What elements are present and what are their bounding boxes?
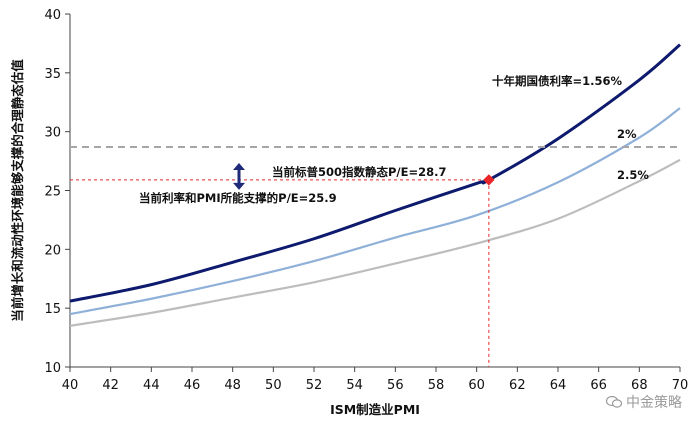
wechat-icon — [606, 395, 622, 408]
y-tick-label: 10 — [44, 361, 61, 376]
series-label-1: 2% — [617, 127, 637, 141]
gap-arrow-head-up — [233, 162, 245, 170]
x-tick-label: 68 — [631, 378, 648, 393]
series-line-2 — [69, 158, 681, 327]
x-tick-label: 42 — [102, 378, 119, 393]
x-tick-label: 66 — [590, 378, 607, 393]
y-tick-label: 35 — [44, 67, 61, 82]
x-tick-label: 60 — [468, 378, 485, 393]
watermark: 中金策略 — [606, 392, 682, 412]
y-tick-label: 40 — [44, 8, 61, 23]
axes: 10 15 20 25 30 35 40 40 42 44 46 48 50 52 54 56 58 60 62 64… — [10, 8, 688, 417]
series-lines — [69, 43, 681, 327]
gap-arrow-head-down — [233, 182, 245, 190]
x-tick-label: 40 — [62, 378, 79, 393]
marker-point — [483, 174, 495, 186]
y-tick-label: 25 — [44, 185, 61, 200]
x-tick-label: 70 — [672, 378, 689, 393]
y-tick-label: 15 — [44, 302, 61, 317]
y-tick-label: 30 — [44, 126, 61, 141]
x-tick-label: 50 — [265, 378, 282, 393]
watermark-text: 中金策略 — [626, 395, 682, 411]
x-tick-label: 44 — [143, 378, 160, 393]
series-line-0 — [69, 43, 681, 303]
x-axis-title: ISM制造业PMI — [330, 402, 420, 417]
series-line-1 — [69, 107, 681, 316]
x-tick-label: 46 — [184, 378, 201, 393]
x-tick-label: 62 — [509, 378, 526, 393]
series-label-0: 十年期国债利率=1.56% — [492, 74, 623, 88]
y-axis-title: 当前增长和流动性环境能够支撑的合理静态估值 — [10, 59, 25, 322]
annotations: 十年期国债利率=1.56% 2% 2.5% 当前标普500指数静态P/E=28.7 当前… — [70, 74, 680, 367]
series-label-2: 2.5% — [617, 168, 649, 182]
x-tick-label: 58 — [428, 378, 445, 393]
reference-label: 当前标普500指数静态P/E=28.7 — [272, 165, 447, 179]
y-tick-label: 20 — [44, 243, 61, 258]
x-tick-label: 64 — [550, 378, 567, 393]
x-tick-label: 52 — [306, 378, 323, 393]
marker-label: 当前利率和PMI所能支撑的P/E=25.9 — [139, 191, 337, 205]
x-tick-label: 54 — [346, 378, 363, 393]
x-tick-label: 56 — [387, 378, 404, 393]
x-tick-label: 48 — [224, 378, 241, 393]
